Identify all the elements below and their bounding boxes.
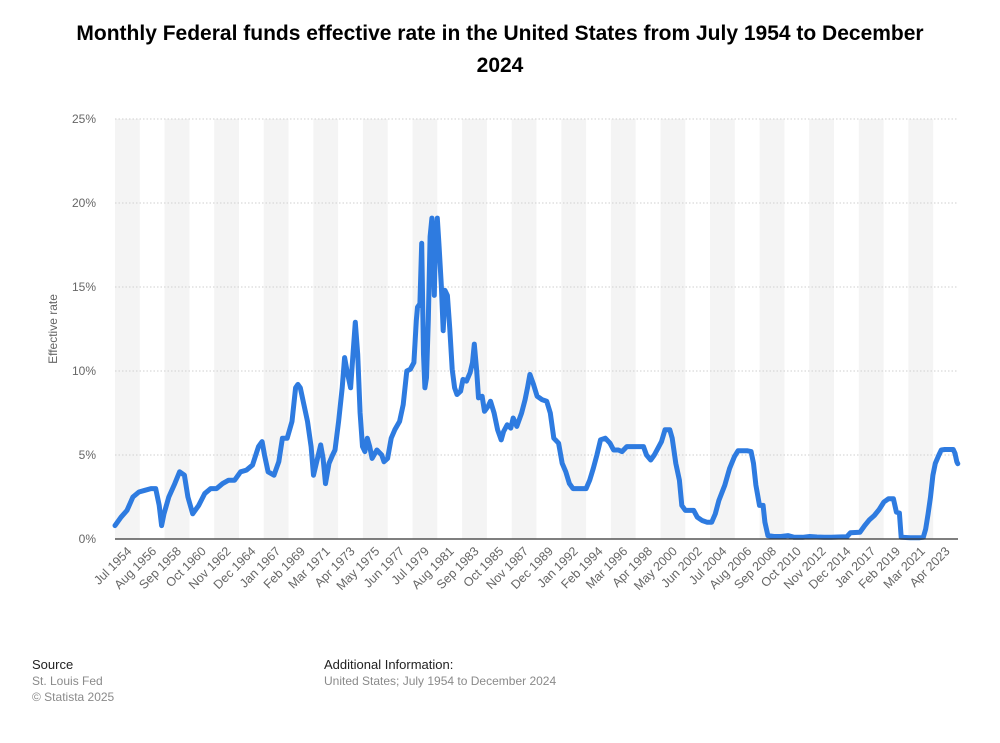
series-line <box>112 215 961 541</box>
background-band <box>511 119 537 539</box>
background-band <box>809 119 835 539</box>
background-band <box>214 119 239 539</box>
source-line: St. Louis Fed <box>32 674 103 688</box>
additional-info-block: Additional Information: United States; J… <box>324 657 556 689</box>
background-band <box>710 119 735 539</box>
source-heading: Source <box>32 657 74 672</box>
y-tick-label: 10% <box>72 364 96 378</box>
background-band <box>759 119 785 539</box>
y-axis-label: Effective rate <box>46 294 60 364</box>
background-band <box>858 119 884 539</box>
y-tick-labels: 0% 5% 10% 15% 20% 25% <box>72 112 96 546</box>
y-tick-label: 5% <box>79 448 97 462</box>
background-band <box>115 119 140 539</box>
background-band <box>462 119 487 539</box>
y-tick-label: 15% <box>72 280 96 294</box>
background-band <box>610 119 636 539</box>
background-band <box>164 119 190 539</box>
y-tick-label: 20% <box>72 196 96 210</box>
copyright-line: © Statista 2025 <box>32 690 115 704</box>
y-tick-label: 25% <box>72 112 96 126</box>
y-tick-label: 0% <box>79 532 97 546</box>
additional-info-heading: Additional Information: <box>324 657 454 672</box>
background-band <box>362 119 388 539</box>
background-band <box>660 119 686 539</box>
background-band <box>908 119 934 539</box>
chart-title: Monthly Federal funds effective rate in … <box>76 22 924 77</box>
source-block: Source St. Louis Fed © Statista 2025 <box>32 657 114 705</box>
additional-info-text: United States; July 1954 to December 202… <box>324 674 557 688</box>
